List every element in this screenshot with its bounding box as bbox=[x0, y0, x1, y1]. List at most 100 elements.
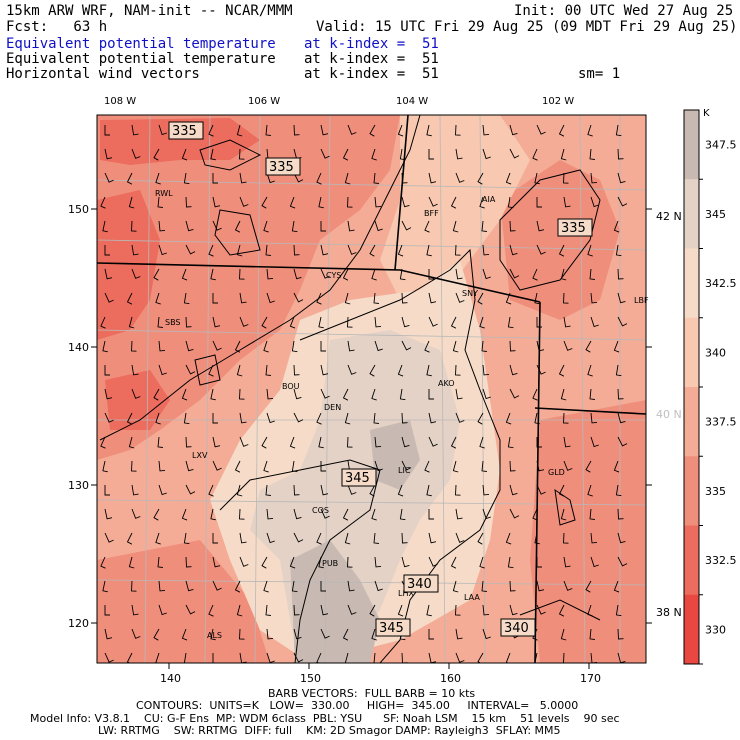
wind-barb bbox=[131, 628, 141, 639]
wind-barb bbox=[534, 172, 540, 185]
wind-barb bbox=[181, 388, 188, 401]
wind-barb bbox=[157, 436, 163, 448]
wind-barb bbox=[104, 172, 114, 183]
wind-barb bbox=[212, 580, 222, 591]
wind-barb bbox=[585, 460, 592, 473]
wind-barb bbox=[158, 220, 166, 232]
wind-barb bbox=[399, 268, 406, 281]
wind-barb bbox=[401, 556, 410, 568]
wind-barb bbox=[560, 508, 567, 521]
wind-barb bbox=[208, 124, 214, 137]
wind-barb bbox=[617, 196, 628, 207]
wind-barb bbox=[158, 460, 166, 472]
wind-barb bbox=[320, 461, 326, 472]
wind-barb bbox=[104, 652, 114, 663]
wind-barb bbox=[185, 484, 196, 495]
wind-barb bbox=[126, 532, 133, 545]
wind-barb bbox=[293, 364, 300, 376]
wind-barb bbox=[104, 148, 113, 160]
wind-barb bbox=[590, 436, 599, 448]
wind-barb bbox=[347, 580, 355, 592]
field-red-south bbox=[97, 540, 270, 663]
wind-barb bbox=[316, 172, 322, 185]
wind-barb bbox=[369, 244, 376, 257]
station-den: DEN bbox=[324, 403, 341, 412]
wind-barb bbox=[374, 316, 382, 328]
wind-barb bbox=[131, 604, 139, 616]
wind-barb bbox=[401, 196, 410, 208]
wind-barb bbox=[212, 653, 218, 663]
wind-barb bbox=[347, 220, 355, 232]
wind-barb bbox=[479, 316, 485, 329]
wind-barb bbox=[212, 556, 221, 568]
wind-barb bbox=[505, 652, 511, 663]
wind-barb bbox=[131, 460, 137, 472]
wind-barb bbox=[236, 604, 243, 617]
wind-barb bbox=[153, 508, 160, 521]
wind-barb bbox=[183, 532, 190, 545]
wind-barb bbox=[399, 388, 406, 401]
station-sbs: SBS bbox=[165, 318, 181, 327]
wind-barb bbox=[373, 172, 379, 184]
wind-barb bbox=[615, 484, 622, 497]
contours-note: CONTOURS: UNITS=K LOW= 330.00 HIGH= 345.… bbox=[136, 699, 579, 712]
wind-barb bbox=[532, 388, 538, 401]
wind-barb bbox=[126, 412, 133, 425]
wind-barb bbox=[131, 388, 141, 399]
wind-barb bbox=[428, 412, 437, 424]
wind-barb bbox=[291, 460, 298, 473]
wind-barb bbox=[104, 365, 110, 376]
wind-barb bbox=[104, 532, 114, 543]
wind-barb bbox=[316, 292, 322, 305]
colorbar-segment bbox=[684, 179, 699, 249]
wind-barb bbox=[155, 292, 161, 305]
wind-barb bbox=[617, 268, 624, 280]
wind-barb bbox=[320, 244, 329, 256]
wind-barb bbox=[185, 364, 196, 375]
wind-barb bbox=[185, 340, 194, 352]
wind-barb bbox=[532, 628, 538, 641]
wind-barb bbox=[615, 364, 622, 377]
wind-barb bbox=[212, 173, 218, 184]
wind-barb bbox=[536, 197, 542, 208]
station-bou: BOU bbox=[282, 382, 300, 391]
wind-barb bbox=[482, 364, 490, 376]
wind-barb bbox=[183, 412, 190, 425]
wind-barb bbox=[558, 244, 565, 257]
wind-barb bbox=[183, 172, 190, 185]
wind-barb bbox=[316, 652, 322, 663]
wind-barb bbox=[401, 436, 410, 448]
wind-barb bbox=[534, 532, 540, 545]
wind-barb bbox=[617, 148, 624, 160]
station-bff: BFF bbox=[424, 209, 439, 218]
wind-barb bbox=[102, 220, 108, 233]
field-gray-core2 bbox=[370, 420, 420, 490]
station-aia: AIA bbox=[482, 195, 496, 204]
wind-barb bbox=[373, 532, 379, 544]
wind-barb bbox=[320, 341, 326, 352]
wind-barb bbox=[181, 508, 188, 521]
wind-barb bbox=[563, 412, 569, 424]
wind-barb bbox=[293, 172, 304, 183]
station-als: ALS bbox=[207, 631, 222, 640]
wind-barb bbox=[212, 340, 222, 351]
wind-barb bbox=[153, 268, 160, 281]
wind-barb bbox=[426, 604, 432, 617]
wind-barb bbox=[210, 388, 216, 401]
wind-barb bbox=[428, 196, 438, 207]
wind-barb bbox=[293, 604, 300, 616]
wind-barb bbox=[452, 580, 459, 593]
wind-barb bbox=[158, 604, 167, 616]
field-1-name: Equivalent potential temperature bbox=[6, 36, 276, 52]
wind-barb bbox=[401, 460, 412, 471]
wind-barb bbox=[509, 220, 516, 232]
wind-barb bbox=[455, 652, 465, 663]
wind-barb bbox=[560, 268, 567, 281]
svg-text:335: 335 bbox=[172, 124, 197, 139]
wind-barb bbox=[589, 508, 595, 520]
wind-barb bbox=[509, 148, 520, 159]
wind-barb bbox=[126, 172, 133, 185]
station-pub: PUB bbox=[322, 559, 338, 568]
wind-barb bbox=[157, 316, 163, 328]
